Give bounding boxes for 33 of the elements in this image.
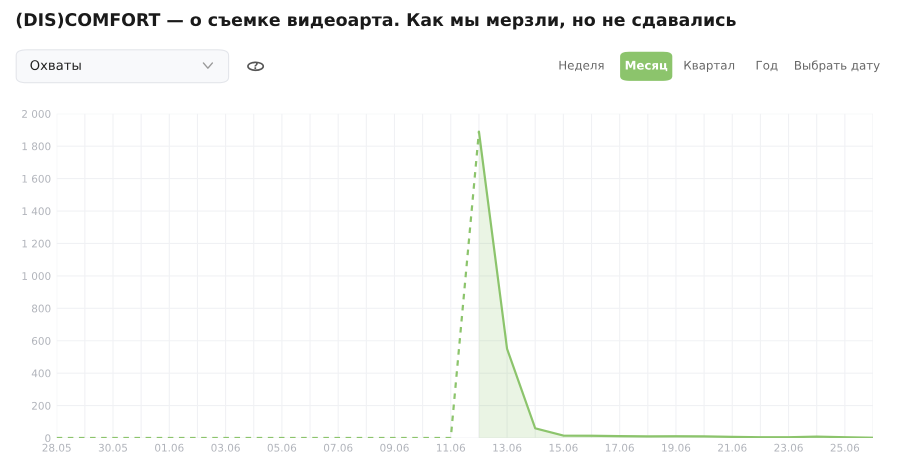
x-tick-label: 30.05 bbox=[98, 444, 127, 452]
text: Выбрать дату bbox=[795, 60, 880, 72]
x-tick-label: 17.06 bbox=[606, 444, 634, 452]
x-tick-label: 07.06 bbox=[324, 444, 352, 452]
y-tick-label: 0 bbox=[45, 434, 50, 442]
x-tick-label: 23.06 bbox=[774, 444, 803, 452]
x-tick-label: 03.06 bbox=[211, 444, 240, 452]
y-tick-label: 400 bbox=[32, 369, 50, 378]
y-tick-label: 2 000 bbox=[22, 110, 50, 118]
text: Квартал bbox=[684, 60, 734, 72]
x-tick-label: 05.06 bbox=[268, 444, 296, 452]
y-tick-label: 800 bbox=[32, 304, 50, 312]
x-tick-label: 09.06 bbox=[380, 444, 409, 452]
chart-title: (DIS)COMFORT — о съемке видеоарта. Как мы мерзли, но не сдавались bbox=[16, 12, 736, 30]
y-tick-label: 1 400 bbox=[22, 207, 50, 216]
x-tick-label: 13.06 bbox=[493, 444, 522, 452]
x-tick-label: 15.06 bbox=[550, 444, 578, 452]
y-tick-label: 1 200 bbox=[22, 240, 50, 248]
x-tick-label: 19.06 bbox=[662, 444, 690, 452]
x-tick-label: 21.06 bbox=[718, 444, 747, 452]
text: Охваты bbox=[30, 60, 81, 70]
x-tick-label: 28.05 bbox=[42, 444, 71, 452]
x-tick-label: 11.06 bbox=[437, 444, 466, 452]
text: Год bbox=[756, 60, 778, 72]
x-tick-label: 01.06 bbox=[155, 444, 184, 452]
text: Неделя bbox=[559, 60, 604, 72]
y-tick-label: 200 bbox=[32, 402, 50, 410]
x-tick-label: 25.06 bbox=[830, 444, 860, 452]
text: Месяц bbox=[626, 60, 668, 72]
y-tick-label: 600 bbox=[32, 336, 50, 345]
y-tick-label: 1 800 bbox=[22, 142, 50, 150]
y-tick-label: 1 600 bbox=[22, 174, 50, 183]
y-tick-label: 1 000 bbox=[22, 272, 50, 280]
